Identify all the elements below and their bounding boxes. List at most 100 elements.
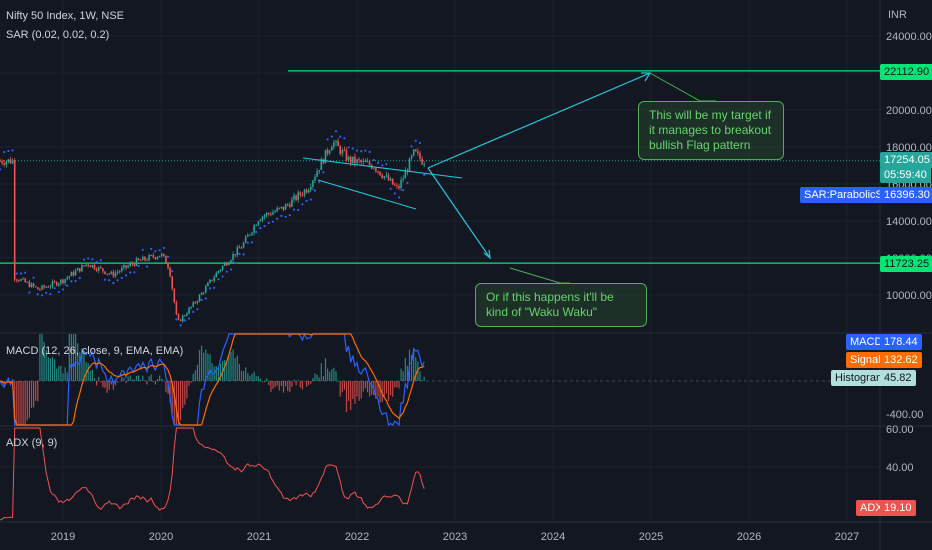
candle — [226, 261, 228, 267]
target-annotation[interactable]: This will be my target if it manages to … — [638, 101, 784, 160]
macd-value-tag: 178.44 — [880, 334, 922, 350]
sar-dot — [250, 241, 254, 244]
candle — [326, 147, 329, 156]
candle-body — [215, 272, 218, 278]
sar-dot — [32, 276, 35, 279]
time-axis-label: 2024 — [541, 531, 565, 543]
candle-body — [297, 192, 299, 200]
candle — [398, 183, 400, 191]
adx-line — [0, 427, 425, 521]
candle-body — [150, 255, 152, 257]
candle-body — [404, 170, 407, 179]
candle — [419, 150, 421, 162]
candle — [295, 194, 297, 202]
candle-body — [389, 178, 392, 181]
candle-body — [49, 286, 52, 288]
candle — [45, 285, 47, 288]
macd-legend[interactable]: MACD (12, 26, close, 9, EMA, EMA) — [6, 345, 184, 357]
signal-label-tag: Signal — [846, 352, 885, 368]
adx-legend[interactable]: ADX (9, 9) — [6, 437, 58, 449]
candle — [272, 209, 274, 216]
candle — [238, 244, 241, 249]
candle — [22, 277, 24, 280]
candle — [291, 196, 293, 208]
sar-dot — [288, 213, 291, 217]
main-legend-title[interactable]: Nifty 50 Index, 1W, NSE — [6, 10, 124, 22]
candle-body — [352, 156, 354, 163]
candle — [223, 261, 226, 267]
candle-body — [284, 204, 287, 210]
candle-body — [34, 286, 37, 288]
sar-dot — [208, 287, 212, 290]
candle — [163, 253, 165, 258]
candle — [173, 288, 176, 304]
adx-value-tag: 19.10 — [880, 500, 916, 516]
candle — [213, 274, 215, 283]
candle-body — [9, 159, 12, 164]
candle — [259, 218, 262, 222]
down-annotation[interactable]: Or if this happens it'll be kind of "Wak… — [475, 283, 647, 327]
sar-dot — [397, 196, 401, 199]
candle — [381, 172, 383, 180]
candle — [274, 209, 276, 214]
sar-dot — [166, 255, 170, 258]
sar-dot — [200, 298, 203, 301]
candle — [58, 282, 60, 288]
sar-dot — [364, 149, 367, 152]
candle — [30, 282, 33, 288]
candle-body — [154, 257, 157, 259]
sar-dot — [70, 280, 73, 283]
candle-body — [5, 161, 8, 165]
candle — [339, 144, 341, 156]
candle — [389, 176, 392, 182]
candle-body — [64, 279, 66, 284]
candle — [335, 139, 337, 146]
candle-body — [236, 247, 239, 256]
candle-body — [133, 264, 136, 266]
sar-dot — [196, 308, 199, 311]
sar-dot — [381, 164, 384, 167]
candle-body — [7, 159, 10, 162]
candle — [412, 149, 415, 157]
candle-body — [230, 260, 232, 263]
candle-body — [160, 253, 163, 256]
sar-dot — [423, 173, 426, 176]
sar-dot — [389, 187, 392, 190]
sar-dot — [0, 168, 2, 171]
candle — [240, 245, 243, 249]
candle-body — [375, 168, 377, 172]
candle — [66, 275, 68, 281]
sar-dot — [74, 279, 77, 283]
sar-dots — [0, 130, 426, 327]
candle — [179, 318, 182, 322]
sar-dot — [175, 318, 178, 321]
candle-body — [412, 149, 415, 156]
sar-legend[interactable]: SAR (0.02, 0.02, 0.2) — [6, 29, 110, 41]
candle-body — [310, 186, 312, 190]
candle — [257, 220, 260, 227]
candle — [24, 277, 26, 283]
candle-body — [265, 213, 268, 216]
candle-body — [76, 268, 79, 271]
sar-dot — [267, 221, 270, 225]
candle — [362, 157, 365, 166]
sar-dot — [271, 220, 275, 223]
candle-body — [1, 160, 3, 164]
candle-body — [387, 175, 390, 181]
candle — [18, 279, 20, 283]
candle-body — [261, 216, 264, 220]
macd-axis-label: -400.00 — [886, 409, 923, 421]
sar-dot — [263, 225, 266, 228]
candle-body — [207, 282, 209, 287]
candle-body — [320, 159, 323, 171]
candle-body — [385, 175, 388, 177]
sar-dot — [91, 258, 94, 261]
breakdown-projection-arrow — [427, 167, 491, 259]
sar-dot — [112, 281, 115, 285]
candle-body — [87, 264, 89, 266]
sar-dot — [19, 272, 23, 275]
sar-dot — [292, 208, 296, 211]
candle-body — [322, 159, 325, 164]
